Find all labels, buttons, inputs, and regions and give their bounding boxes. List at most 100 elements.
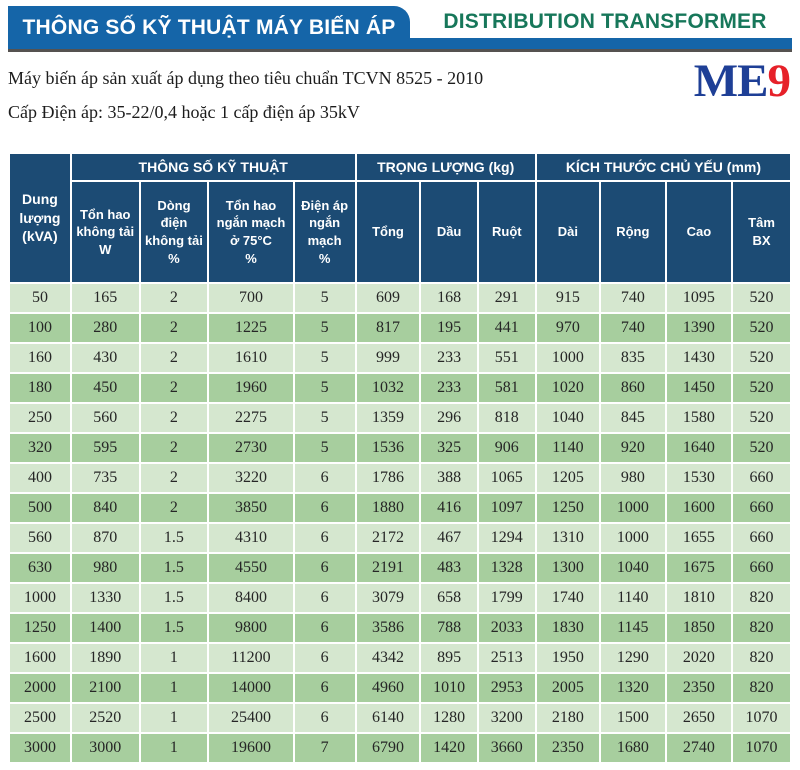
table-cell: 450 <box>71 374 139 402</box>
table-cell: 906 <box>478 434 535 462</box>
table-cell: 860 <box>600 374 665 402</box>
table-cell: 6 <box>294 464 355 492</box>
table-cell: 3220 <box>209 464 293 492</box>
table-cell: 1600 <box>10 644 70 672</box>
table-cell: 50 <box>10 284 70 312</box>
table-cell: 1500 <box>600 704 665 732</box>
table-cell: 1890 <box>71 644 139 672</box>
table-cell: 980 <box>71 554 139 582</box>
table-cell: 8400 <box>209 584 293 612</box>
table-cell: 1675 <box>666 554 732 582</box>
table-cell: 1065 <box>478 464 535 492</box>
table-cell: 1040 <box>536 404 599 432</box>
table-cell: 1300 <box>536 554 599 582</box>
table-cell: 500 <box>10 494 70 522</box>
table-cell: 180 <box>10 374 70 402</box>
table-cell: 609 <box>356 284 420 312</box>
table-cell: 3586 <box>356 614 420 642</box>
col-header-1: Dòng điện không tải % <box>140 182 208 282</box>
table-cell: 1310 <box>536 524 599 552</box>
table-cell: 4342 <box>356 644 420 672</box>
table-cell: 1600 <box>666 494 732 522</box>
table-cell: 1000 <box>536 344 599 372</box>
table-cell: 320 <box>10 434 70 462</box>
table-cell: 2275 <box>209 404 293 432</box>
table-cell: 2100 <box>71 674 139 702</box>
table-cell: 2500 <box>10 704 70 732</box>
intro-section: Máy biến áp sản xuất áp dụng theo tiêu c… <box>8 58 792 148</box>
table-cell: 100 <box>10 314 70 342</box>
table-cell: 1140 <box>536 434 599 462</box>
table-cell: 1850 <box>666 614 732 642</box>
table-cell: 520 <box>733 404 790 432</box>
page-title-vi: THÔNG SỐ KỸ THUẬT MÁY BIẾN ÁP <box>22 15 396 39</box>
header-shadow-line <box>8 49 792 52</box>
table-cell: 1000 <box>600 494 665 522</box>
table-cell: 2 <box>140 434 208 462</box>
table-cell: 2520 <box>71 704 139 732</box>
table-cell: 820 <box>733 614 790 642</box>
table-row-100kva: 100 280 2 1225 5 817 195 441 970 740 1390 520 <box>10 314 790 342</box>
table-cell: 999 <box>356 344 420 372</box>
logo-text-blue: ME <box>693 55 769 107</box>
table-cell: 595 <box>71 434 139 462</box>
table-cell: 840 <box>71 494 139 522</box>
table-row-2000kva: 2000 2100 1 14000 6 4960 1010 2953 2005 1320 2350 8… <box>10 674 790 702</box>
table-cell: 6 <box>294 614 355 642</box>
table-cell: 920 <box>600 434 665 462</box>
table-cell: 551 <box>478 344 535 372</box>
table-cell: 1225 <box>209 314 293 342</box>
col-header-7: Dài <box>536 182 599 282</box>
table-cell: 1640 <box>666 434 732 462</box>
table-cell: 165 <box>71 284 139 312</box>
table-cell: 1740 <box>536 584 599 612</box>
table-cell: 6 <box>294 584 355 612</box>
table-cell: 1140 <box>600 584 665 612</box>
table-cell: 4960 <box>356 674 420 702</box>
table-cell: 2730 <box>209 434 293 462</box>
table-cell: 6 <box>294 674 355 702</box>
table-cell: 5 <box>294 344 355 372</box>
col-header-0: Tổn hao không tải W <box>71 182 139 282</box>
table-cell: 870 <box>71 524 139 552</box>
table-row-250kva: 250 560 2 2275 5 1359 296 818 1040 845 1580 520 <box>10 404 790 432</box>
table-cell: 2005 <box>536 674 599 702</box>
table-row-400kva: 400 735 2 3220 6 1786 388 1065 1205 980 1530 660 <box>10 464 790 492</box>
table-row-1600kva: 1600 1890 1 11200 6 4342 895 2513 1950 1290 2020 82… <box>10 644 790 672</box>
table-cell: 3079 <box>356 584 420 612</box>
table-cell: 6140 <box>356 704 420 732</box>
table-cell: 658 <box>421 584 477 612</box>
table-row-560kva: 560 870 1.5 4310 6 2172 467 1294 1310 1000 1655 660 <box>10 524 790 552</box>
table-cell: 2740 <box>666 734 732 762</box>
me9-logo: ME9 <box>693 55 791 107</box>
table-cell: 2 <box>140 314 208 342</box>
table-cell: 915 <box>536 284 599 312</box>
table-cell: 1450 <box>666 374 732 402</box>
table-cell: 4550 <box>209 554 293 582</box>
table-cell: 1786 <box>356 464 420 492</box>
table-cell: 5 <box>294 284 355 312</box>
table-cell: 820 <box>733 644 790 672</box>
col-header-4: Tổng <box>356 182 420 282</box>
table-cell: 483 <box>421 554 477 582</box>
table-cell: 1 <box>140 644 208 672</box>
table-row-50kva: 50 165 2 700 5 609 168 291 915 740 1095 520 <box>10 284 790 312</box>
table-cell: 1032 <box>356 374 420 402</box>
table-cell: 1250 <box>536 494 599 522</box>
table-cell: 2 <box>140 284 208 312</box>
table-cell: 660 <box>733 524 790 552</box>
table-cell: 2033 <box>478 614 535 642</box>
col-header-8: Rộng <box>600 182 665 282</box>
table-cell: 735 <box>71 464 139 492</box>
table-cell: 1095 <box>666 284 732 312</box>
table-cell: 1000 <box>600 524 665 552</box>
header-tab: THÔNG SỐ KỸ THUẬT MÁY BIẾN ÁP <box>8 6 410 49</box>
table-cell: 441 <box>478 314 535 342</box>
table-cell: 325 <box>421 434 477 462</box>
table-cell: 9800 <box>209 614 293 642</box>
spec-table-body: 50 165 2 700 5 609 168 291 915 740 1095 520 100 280 2 1… <box>10 284 790 762</box>
table-cell: 2191 <box>356 554 420 582</box>
table-cell: 2172 <box>356 524 420 552</box>
table-cell: 970 <box>536 314 599 342</box>
table-cell: 2 <box>140 494 208 522</box>
